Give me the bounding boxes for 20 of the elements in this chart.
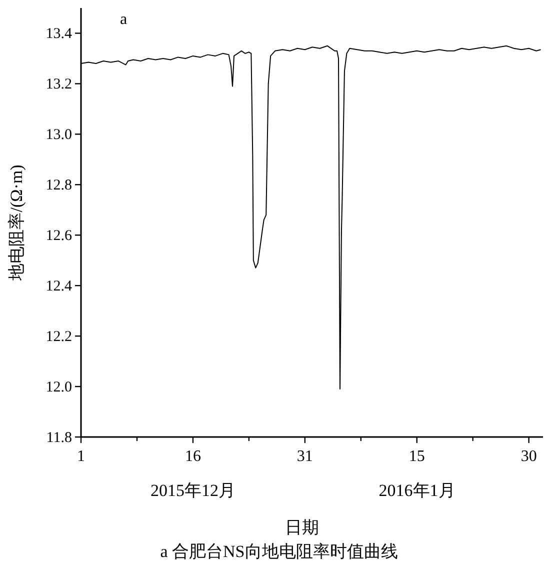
x-tick-label: 1 — [77, 448, 85, 465]
y-tick-label: 12.2 — [46, 329, 72, 346]
y-tick-label: 13.0 — [46, 127, 72, 144]
y-tick-label: 12.8 — [46, 178, 72, 194]
y-tick-label: 11.8 — [46, 430, 72, 446]
text: 2015年12月 — [150, 481, 236, 500]
x-tick-label: 30 — [520, 448, 537, 465]
text: a 合肥台NS向地电阻率时值曲线 — [160, 542, 398, 561]
y-tick-label: 12.6 — [46, 228, 72, 244]
y-tick-label: 12.0 — [46, 380, 72, 396]
y-tick-label: 12.4 — [46, 278, 72, 295]
y-axis-title: 地电阻率/(Ω·m) — [7, 164, 26, 282]
x-tick-label: 31 — [296, 448, 313, 465]
y-tick-label: 13.2 — [46, 76, 72, 93]
x-tick-label: 15 — [408, 448, 425, 465]
text: 2016年1月 — [378, 481, 456, 500]
annotation: a — [120, 11, 128, 28]
x-axis-title: 日期 — [285, 518, 319, 537]
y-tick-label: 13.4 — [46, 26, 72, 42]
x-tick-label: 16 — [184, 448, 201, 465]
